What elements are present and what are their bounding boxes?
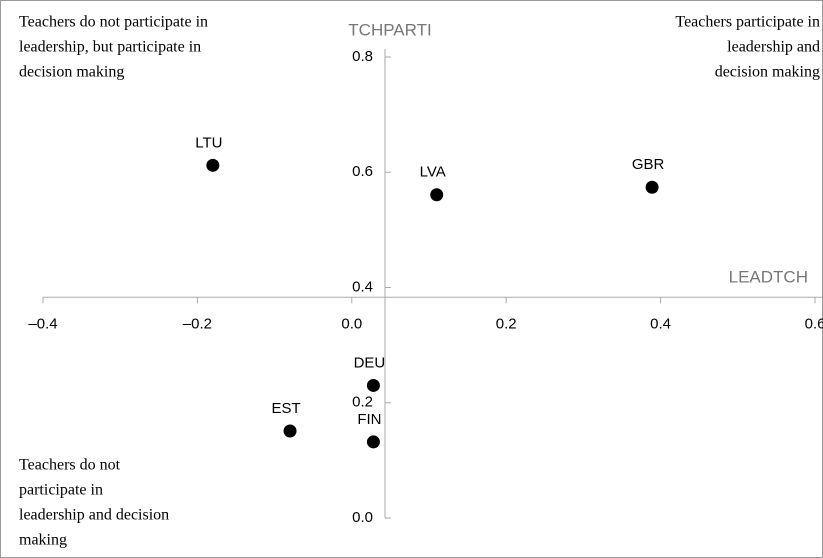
point-label: GBR [632,156,665,173]
x-tick-label: 0.4 [650,315,671,332]
point-label: DEU [354,354,386,371]
point-label: FIN [357,411,381,428]
quadrant-note: Teachers do not [19,457,121,474]
quadrant-note: decision making [715,64,820,81]
x-tick-label: –0.2 [183,315,212,332]
x-tick-label: 0.6 [805,315,823,332]
y-axis-title: TCHPARTI [348,20,431,39]
data-point [206,158,220,172]
point-label: LVA [420,164,446,181]
x-tick-label: 0.2 [496,315,517,332]
point-label: EST [271,400,300,417]
quadrant-note: Teachers participate in [675,14,820,31]
y-tick-label: 0.8 [352,48,373,65]
point-label: LTU [195,134,222,151]
y-tick-label: 0.6 [352,163,373,180]
x-tick-label: –0.4 [28,315,57,332]
quadrant-note: decision making [19,64,124,81]
y-tick-label: 0.2 [352,394,373,411]
data-point [366,378,380,392]
data-point [283,424,297,438]
x-axis-title: LEADTCH [729,267,808,286]
quadrant-note: leadership and [727,39,820,56]
y-tick-label: 0.4 [352,278,373,295]
quadrant-note: Teachers do not participate in [19,14,208,31]
y-tick-label: 0.0 [352,509,373,526]
quadrant-note: leadership, but participate in [19,39,201,56]
quadrant-note: leadership and decision [19,507,169,524]
data-point [645,180,659,194]
quadrant-note: making [19,532,67,549]
quadrant-note: participate in [19,482,103,499]
x-tick-label: 0.0 [341,315,362,332]
data-point [366,435,380,449]
data-point [430,188,444,202]
